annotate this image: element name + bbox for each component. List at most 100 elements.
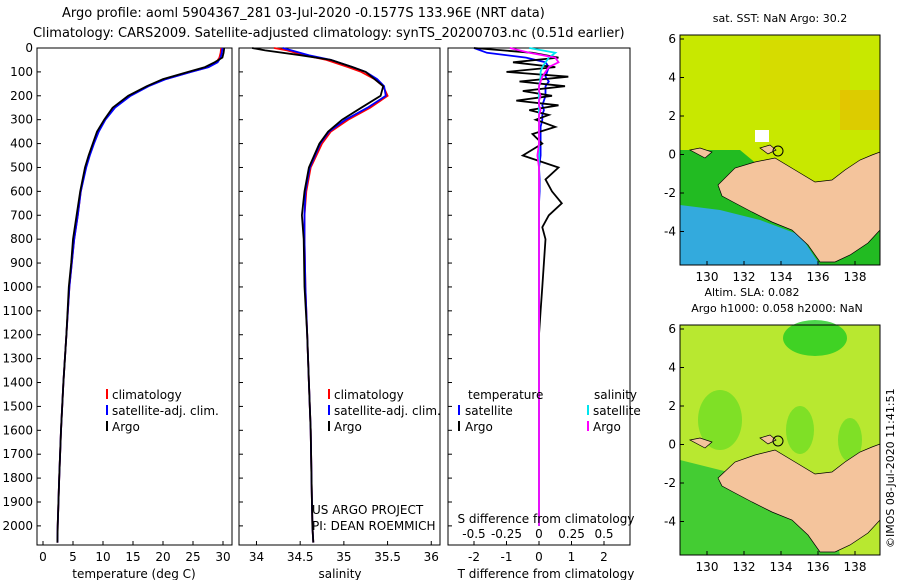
depth-axis: 0 100 200 300 400 500 600 700 800 900 1000 1100 1200… xyxy=(2,41,452,533)
top-map-frame xyxy=(679,34,881,266)
map-x-tick-label: 132 xyxy=(733,270,756,284)
series-climatology xyxy=(56,47,223,543)
temperature-xlabel: temperature (deg C) xyxy=(72,567,195,580)
x-tick-label: 34 xyxy=(249,550,264,564)
x-tick-label: 2 xyxy=(600,550,608,564)
depth-tick-label: 1500 xyxy=(2,399,33,413)
legend-t-argo-text: Argo xyxy=(465,420,493,434)
depth-tick-label: 500 xyxy=(10,160,33,174)
depth-tick-label: 400 xyxy=(10,137,33,151)
x-tick-label: 0 xyxy=(39,550,47,564)
map-y-tick-label: 6 xyxy=(668,32,676,46)
depth-tick-label: 300 xyxy=(10,113,33,127)
depth-tick-label: 1600 xyxy=(2,423,33,437)
s-tick-label: -0.25 xyxy=(491,527,522,541)
bottom-map-frame xyxy=(679,324,881,556)
map-y-tick-label: 0 xyxy=(668,438,676,452)
series-argo xyxy=(56,47,226,543)
map-x-tick-label: 134 xyxy=(770,270,793,284)
map-x-tick-label: 130 xyxy=(696,270,719,284)
x-tick-label: 25 xyxy=(185,550,200,564)
s-tick-label: 0.25 xyxy=(558,527,585,541)
map-y-tick-label: -4 xyxy=(664,515,676,529)
x-tick-label: 5 xyxy=(69,550,77,564)
depth-tick-label: 0 xyxy=(25,41,33,55)
map-x-tick-label: 132 xyxy=(733,560,756,574)
map-y-tick-label: 2 xyxy=(668,399,676,413)
bottom-map xyxy=(679,320,881,556)
depth-tick-label: 2000 xyxy=(2,519,33,533)
map-y-tick-label: 6 xyxy=(668,322,676,336)
top-map-orange-patch xyxy=(840,90,880,130)
depth-tick-label: 200 xyxy=(10,89,33,103)
bottom-map-title1: Altim. SLA: 0.082 xyxy=(704,286,799,299)
s-tick-label: 0.5 xyxy=(594,527,613,541)
x-tick-label: -2 xyxy=(468,550,480,564)
temperature-legend: climatology satellite-adj. clim. Argo xyxy=(106,388,219,434)
legend-temperature-header: temperature xyxy=(468,388,543,402)
difference-legend: temperature salinity satellite Argo sate… xyxy=(458,388,641,434)
bottom-map-high-4 xyxy=(838,418,862,462)
credit-line2: PI: DEAN ROEMMICH xyxy=(312,519,435,533)
map-y-tick-label: 0 xyxy=(668,148,676,162)
legend-argo-text: Argo xyxy=(112,420,140,434)
depth-tick-label: 1000 xyxy=(2,280,33,294)
x-tick-label: 15 xyxy=(125,550,140,564)
map-y-tick-label: 2 xyxy=(668,109,676,123)
top-map-title: sat. SST: NaN Argo: 30.2 xyxy=(713,12,847,25)
bottom-map-high-1 xyxy=(783,320,847,356)
credit-line1: US ARGO PROJECT xyxy=(312,503,424,517)
difference-lines xyxy=(473,47,569,526)
x-tick-label: 36 xyxy=(424,550,439,564)
top-map-blue-zone xyxy=(680,205,820,265)
salinity-lines xyxy=(251,47,389,543)
bottom-map-high-3 xyxy=(786,406,814,454)
x-tick-label: 0 xyxy=(535,550,543,564)
salinity-xlabel: salinity xyxy=(318,567,361,580)
series-climatology xyxy=(273,47,389,543)
legend-salinity-header: salinity xyxy=(594,388,637,402)
depth-tick-label: 1200 xyxy=(2,328,33,342)
series-salinity-argo xyxy=(509,47,560,526)
temperature-x-axis: 0 5 10 15 20 25 30 xyxy=(39,541,231,564)
salinity-x-axis: 34 34.5 35 35.5 36 xyxy=(249,541,439,564)
x-tick-label: 34.5 xyxy=(287,550,314,564)
x-tick-label: 10 xyxy=(95,550,110,564)
top-map-warm-patch xyxy=(760,40,850,110)
legend-satellite-text: satellite-adj. clim. xyxy=(334,404,441,418)
x-tick-label: 30 xyxy=(215,550,230,564)
bottom-map-axes: 130 132 134 136 138 6 4 2 0 -2 -4 xyxy=(664,322,866,574)
depth-tick-label: 1100 xyxy=(2,304,33,318)
x-tick-label: 20 xyxy=(155,550,170,564)
bottom-map-land-islands xyxy=(688,434,777,449)
difference-x-axis: -2 -1 0 1 2 -0.5 -0.25 0 0.25 0.5 xyxy=(462,527,613,564)
series-argo xyxy=(251,47,385,543)
top-map-float-marker xyxy=(772,145,784,157)
timestamp: ©IMOS 08-Jul-2020 11:41:51 xyxy=(884,388,897,548)
map-y-tick-label: -2 xyxy=(664,476,676,490)
legend-climatology-text: climatology xyxy=(334,388,404,402)
bottom-map-green-zone xyxy=(680,460,840,555)
temperature-lines xyxy=(56,47,226,543)
depth-tick-label: 100 xyxy=(10,65,33,79)
legend-t-satellite-text: satellite xyxy=(465,404,513,418)
map-y-tick-label: -2 xyxy=(664,186,676,200)
series-satellite-adj-clim- xyxy=(56,47,224,543)
depth-tick-label: 800 xyxy=(10,232,33,246)
map-x-tick-label: 138 xyxy=(844,270,867,284)
map-y-tick-label: 4 xyxy=(668,361,676,375)
x-tick-label: -1 xyxy=(501,550,513,564)
map-x-tick-label: 136 xyxy=(807,560,830,574)
map-x-tick-label: 136 xyxy=(807,270,830,284)
figure-title-line1: Argo profile: aoml 5904367_281 03-Jul-20… xyxy=(62,6,545,21)
series-satellite-adj-clim- xyxy=(282,47,387,543)
depth-tick-label: 700 xyxy=(10,208,33,222)
depth-tick-label: 900 xyxy=(10,256,33,270)
salinity-panel-frame xyxy=(238,47,441,546)
difference-xlabel: T difference from climatology xyxy=(457,567,635,580)
series-temperature-argo xyxy=(473,47,569,526)
bottom-map-high-2 xyxy=(698,390,742,450)
depth-tick-label: 1700 xyxy=(2,447,33,461)
figure-title-line2: Climatology: CARS2009. Satellite-adjuste… xyxy=(33,26,625,41)
